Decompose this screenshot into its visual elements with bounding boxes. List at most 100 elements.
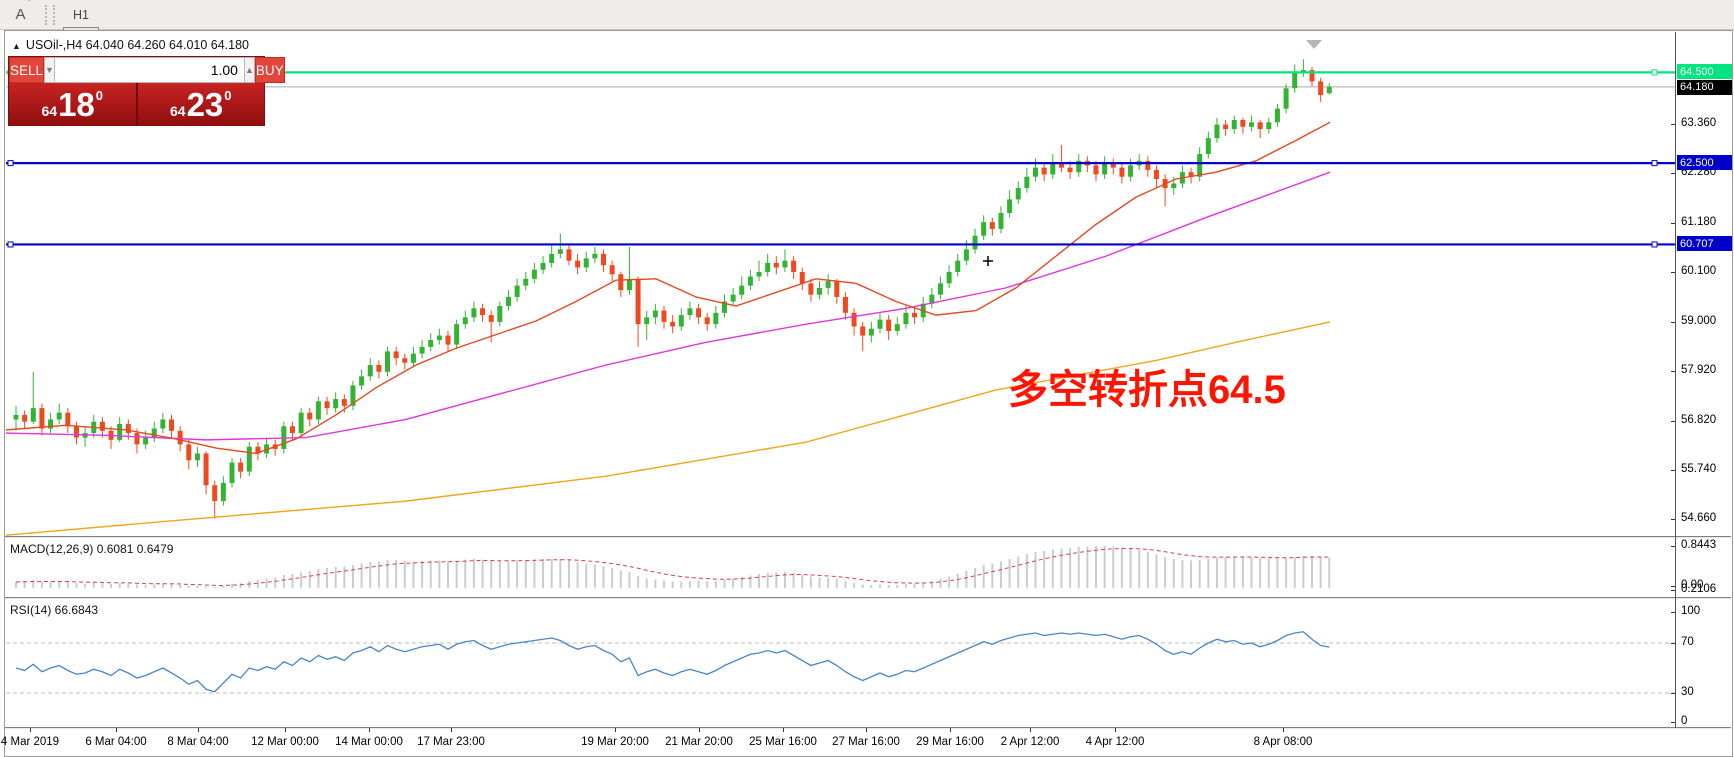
ma-mid-line [6, 171, 1331, 441]
time-tick-mark [198, 728, 199, 732]
time-axis-separator [5, 727, 1731, 728]
time-tick-label: 17 Mar 23:00 [417, 736, 485, 748]
rsi-label: RSI(14) 66.6843 [10, 603, 99, 617]
chart-shift-marker[interactable] [1306, 40, 1322, 49]
volume-input[interactable] [54, 57, 244, 83]
ma-slow-line [6, 321, 1331, 536]
price-tick-label: 55.740 [1681, 462, 1717, 475]
volume-down-spinner[interactable]: ▼ [44, 57, 55, 83]
price-tick-mark [1671, 420, 1675, 422]
macd-panel-canvas[interactable] [6, 537, 1675, 597]
time-tick-mark [1283, 728, 1284, 732]
tf-button-H1[interactable]: H1 [73, 7, 89, 22]
indicator-tick-mark [1671, 722, 1675, 723]
price-tick-label: 61.180 [1681, 216, 1717, 228]
text-label-icon[interactable]: A [7, 3, 34, 27]
time-tick-label: 19 Mar 20:00 [581, 736, 649, 748]
indicator-tick-mark [1671, 612, 1675, 613]
macd-panel-separator[interactable] [5, 536, 1731, 537]
time-tick-label: 14 Mar 00:00 [335, 736, 403, 748]
buy-price-sup: 0 [224, 88, 232, 103]
time-tick-mark [950, 728, 951, 732]
level-price-label: 64.500 [1677, 64, 1732, 80]
text-label-icon: A [15, 6, 26, 23]
macd-histogram [15, 545, 1331, 588]
indicator-tick-mark [1671, 693, 1675, 694]
main-chart-canvas[interactable] [6, 32, 1675, 536]
time-tick-label: 12 Mar 00:00 [251, 736, 319, 748]
buy-button[interactable]: BUY [254, 57, 285, 83]
hline-handle[interactable] [1651, 160, 1658, 167]
symbol-ohlc-line: ▲ USOil-,H4 64.040 64.260 64.010 64.180 [12, 38, 249, 52]
time-tick-label: 4 Mar 2019 [0, 736, 60, 748]
hline-handle[interactable] [1651, 69, 1658, 76]
time-tick-label: 8 Mar 04:00 [167, 736, 229, 748]
indicator-tick-mark [1671, 586, 1675, 587]
buy-price[interactable]: 64 23 0 [138, 83, 265, 126]
collapse-arrow-icon[interactable]: ▲ [12, 41, 21, 51]
indicator-tick-label: 0.00 [1681, 579, 1704, 591]
macd-signal-line [15, 548, 1330, 587]
level-price-label: 60.707 [1677, 236, 1732, 252]
sell-price-big: 18 [58, 85, 95, 123]
indicator-tick-mark [1671, 643, 1675, 644]
time-tick-mark [30, 728, 31, 732]
hline-handle[interactable] [7, 160, 14, 167]
time-tick-mark [1115, 728, 1116, 732]
time-tick-mark [116, 728, 117, 732]
sell-price-prefix: 64 [41, 103, 58, 119]
time-tick-mark [285, 728, 286, 732]
indicator-tick-label: 0.8443 [1681, 539, 1717, 551]
level-price-label: 62.500 [1677, 155, 1732, 171]
time-tick-label: 2 Apr 12:00 [1000, 736, 1060, 748]
price-tick-label: 56.820 [1681, 413, 1717, 426]
toolbar-grip [45, 4, 55, 25]
price-tick-mark [1671, 124, 1675, 126]
grid-fibo-icon[interactable]: ▦F [7, 0, 34, 3]
indicator-tick-label: 0.2106 [1681, 583, 1717, 595]
time-tick-label: 27 Mar 16:00 [832, 736, 900, 748]
time-tick-mark [369, 728, 370, 732]
price-tick-label: 59.000 [1681, 314, 1717, 327]
sell-price[interactable]: 64 18 0 [9, 83, 138, 126]
indicator-tick-label: 70 [1681, 636, 1694, 648]
rsi-panel-separator[interactable] [5, 597, 1731, 598]
candles [13, 59, 1332, 519]
time-tick-label: 6 Mar 04:00 [85, 736, 147, 748]
price-tick-mark [1671, 223, 1675, 224]
price-tick-mark [1671, 173, 1675, 175]
rsi-panel-canvas[interactable] [6, 598, 1675, 727]
hline-handle[interactable] [1651, 241, 1658, 248]
chart-text-annotation[interactable]: 多空转折点64.5 [1008, 368, 1286, 412]
time-tick-mark [1030, 728, 1031, 732]
chart-frame [4, 30, 1733, 757]
toolbar: ✛E▦FAT⇵▼ M1M5M15M30H1H4D1W1MN [0, 0, 1734, 118]
indicator-tick-mark [1671, 590, 1675, 591]
symbol-ohlc-text: USOil-,H4 64.040 64.260 64.010 64.180 [25, 38, 249, 52]
time-tick-label: 8 Apr 08:00 [1253, 736, 1313, 748]
time-tick-mark [783, 728, 784, 732]
indicator-tick-label: 100 [1681, 605, 1701, 617]
current-price-label: 64.180 [1677, 79, 1732, 95]
price-tick-label: 63.360 [1681, 117, 1717, 130]
indicator-tick-label: 30 [1681, 686, 1694, 698]
hline-handle[interactable] [7, 241, 14, 248]
time-tick-label: 25 Mar 16:00 [749, 736, 817, 748]
buy-price-big: 23 [186, 85, 224, 123]
time-tick-mark [699, 728, 700, 732]
sell-button[interactable]: SELL [9, 57, 45, 83]
indicator-tick-mark [1671, 546, 1675, 547]
volume-up-spinner[interactable]: ▲ [243, 57, 255, 83]
time-tick-label: 4 Apr 12:00 [1085, 736, 1145, 748]
sell-price-sup: 0 [95, 88, 104, 103]
one-click-trade-panel: SELL ▼ ▲ BUY 64 18 0 64 23 0 [8, 56, 285, 126]
price-tick-label: 57.920 [1681, 363, 1717, 376]
time-tick-label: 21 Mar 20:00 [665, 736, 733, 748]
time-tick-mark [866, 728, 867, 732]
price-tick-mark [1671, 518, 1675, 520]
cross-marker [983, 256, 993, 266]
rsi-line [15, 631, 1330, 693]
indicator-tick-label: 0 [1681, 715, 1688, 727]
price-tick-label: 54.660 [1681, 511, 1717, 524]
